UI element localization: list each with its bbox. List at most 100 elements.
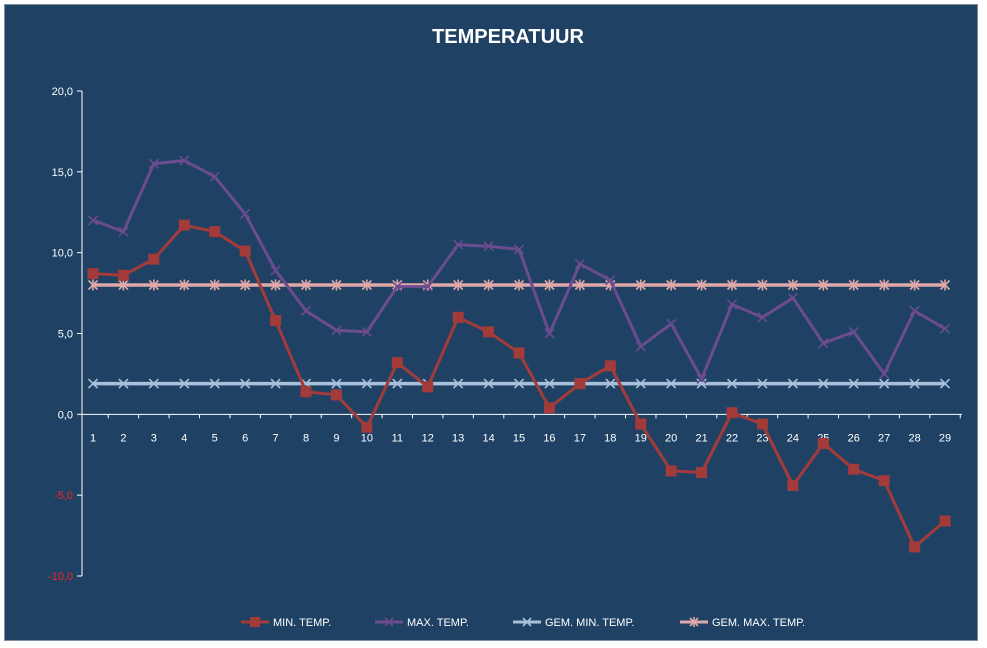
- x-tick-label: 19: [635, 432, 647, 444]
- data-point-min-temp: [270, 315, 282, 327]
- x-tick-label: 13: [452, 432, 464, 444]
- data-point-gem-min-temp: [605, 378, 616, 389]
- legend-label: MIN. TEMP.: [273, 617, 331, 629]
- data-point-min-temp: [178, 219, 190, 231]
- data-point-gem-max-temp: [848, 279, 859, 291]
- data-point-max-temp: [696, 373, 707, 384]
- data-point-min-temp: [574, 378, 586, 390]
- data-point-gem-max-temp: [240, 279, 251, 291]
- data-point-gem-min-temp: [361, 378, 372, 389]
- data-point-gem-min-temp: [87, 378, 99, 389]
- x-tick-label: 29: [939, 432, 951, 444]
- data-point-min-temp: [117, 269, 129, 281]
- data-point-max-temp: [939, 323, 951, 334]
- data-point-gem-min-temp: [148, 378, 159, 389]
- x-tick-label: 4: [181, 432, 187, 444]
- data-point-min-temp: [696, 467, 708, 479]
- legend-label: GEM. MAX. TEMP.: [712, 617, 805, 629]
- y-tick-label: 0,0: [58, 409, 73, 421]
- x-tick-label: 28: [908, 432, 920, 444]
- data-point-gem-max-temp: [87, 279, 99, 291]
- data-point-gem-min-temp: [179, 378, 190, 389]
- x-tick-label: 24: [787, 432, 799, 444]
- data-point-gem-max-temp: [574, 279, 585, 291]
- data-point-max-temp: [757, 312, 768, 323]
- data-point-gem-min-temp: [879, 378, 890, 389]
- chart-title: TEMPERATUUR: [432, 26, 584, 48]
- data-point-gem-max-temp: [453, 279, 464, 291]
- data-point-min-temp: [848, 463, 860, 475]
- data-point-max-temp: [270, 265, 281, 276]
- x-tick-label: 16: [543, 432, 555, 444]
- chart-area: TEMPERATUUR 20,0 15,0 10,0 5,0 0,0 -5,0 -10,0 1…: [4, 4, 978, 641]
- series-max-temp: [87, 155, 951, 384]
- y-tick-label: 10,0: [52, 248, 73, 260]
- data-point-gem-max-temp: [148, 279, 159, 291]
- data-point-min-temp: [817, 437, 829, 449]
- data-point-gem-max-temp: [209, 279, 220, 291]
- legend-swatch-marker: [689, 617, 699, 627]
- series-line-min-temp: [92, 223, 947, 549]
- x-tick-label: 2: [120, 432, 126, 444]
- data-point-gem-max-temp: [635, 279, 646, 291]
- data-point-max-temp: [483, 241, 494, 252]
- data-point-gem-min-temp: [483, 378, 494, 389]
- data-point-max-temp: [422, 281, 433, 292]
- data-point-max-temp: [118, 226, 129, 237]
- series-layer: [87, 155, 951, 553]
- data-point-gem-min-temp: [544, 378, 555, 389]
- data-point-gem-max-temp: [696, 279, 707, 291]
- x-tick-label: 9: [333, 432, 339, 444]
- data-point-max-temp: [392, 281, 403, 292]
- data-point-max-temp: [574, 258, 585, 270]
- data-point-max-temp: [513, 244, 525, 255]
- x-tick-label: 22: [726, 432, 738, 444]
- x-tick-label: 18: [604, 432, 616, 444]
- data-point-gem-max-temp: [361, 279, 372, 291]
- data-point-gem-min-temp: [453, 378, 464, 389]
- data-point-max-temp: [818, 338, 829, 349]
- data-point-max-temp: [209, 171, 220, 182]
- y-tick-label: -10,0: [48, 571, 73, 583]
- x-tick-label: 12: [422, 432, 434, 444]
- data-point-max-temp: [879, 368, 890, 379]
- data-point-gem-max-temp: [331, 279, 342, 291]
- data-point-gem-max-temp: [544, 279, 555, 291]
- data-point-gem-min-temp: [696, 378, 707, 389]
- data-point-max-temp: [361, 326, 372, 337]
- data-point-gem-max-temp: [270, 279, 281, 291]
- data-point-min-temp: [787, 479, 799, 491]
- data-point-max-temp: [300, 305, 312, 316]
- data-point-min-temp: [87, 268, 99, 280]
- data-point-gem-min-temp: [513, 378, 525, 389]
- data-point-gem-min-temp: [331, 378, 342, 389]
- data-point-max-temp: [544, 328, 555, 339]
- data-point-min-temp: [148, 253, 160, 265]
- data-point-max-temp: [635, 341, 646, 352]
- data-point-max-temp: [848, 326, 859, 337]
- x-tick-label: 23: [756, 432, 768, 444]
- x-tick-label: 8: [303, 432, 309, 444]
- legend: MIN. TEMP. MAX. TEMP. GEM. MIN. TEMP. GEM. …: [241, 617, 805, 629]
- data-point-gem-min-temp: [848, 378, 859, 389]
- legend-item-gem-max-temp: GEM. MAX. TEMP.: [680, 617, 805, 629]
- data-point-gem-min-temp: [939, 378, 951, 389]
- data-point-min-temp: [239, 245, 251, 257]
- data-point-gem-min-temp: [240, 378, 251, 389]
- y-tick-label: 5,0: [58, 329, 73, 341]
- data-point-min-temp: [726, 407, 738, 419]
- x-tick-label: 17: [574, 432, 586, 444]
- y-tick-label: 20,0: [52, 86, 73, 98]
- data-point-gem-min-temp: [666, 378, 677, 389]
- temperature-line-chart: TEMPERATUUR 20,0 15,0 10,0 5,0 0,0 -5,0 -10,0 1…: [48, 26, 962, 629]
- x-tick-label: 1: [90, 432, 96, 444]
- data-point-gem-min-temp: [726, 378, 738, 389]
- series-line-max-temp: [92, 159, 946, 381]
- data-point-min-temp: [330, 389, 342, 401]
- data-point-max-temp: [605, 275, 616, 286]
- x-tick-label: 6: [242, 432, 248, 444]
- legend-swatch-marker: [522, 617, 532, 627]
- data-point-gem-max-temp: [513, 279, 525, 291]
- legend-item-max-temp: MAX. TEMP.: [375, 617, 469, 629]
- x-tick-label: 27: [878, 432, 890, 444]
